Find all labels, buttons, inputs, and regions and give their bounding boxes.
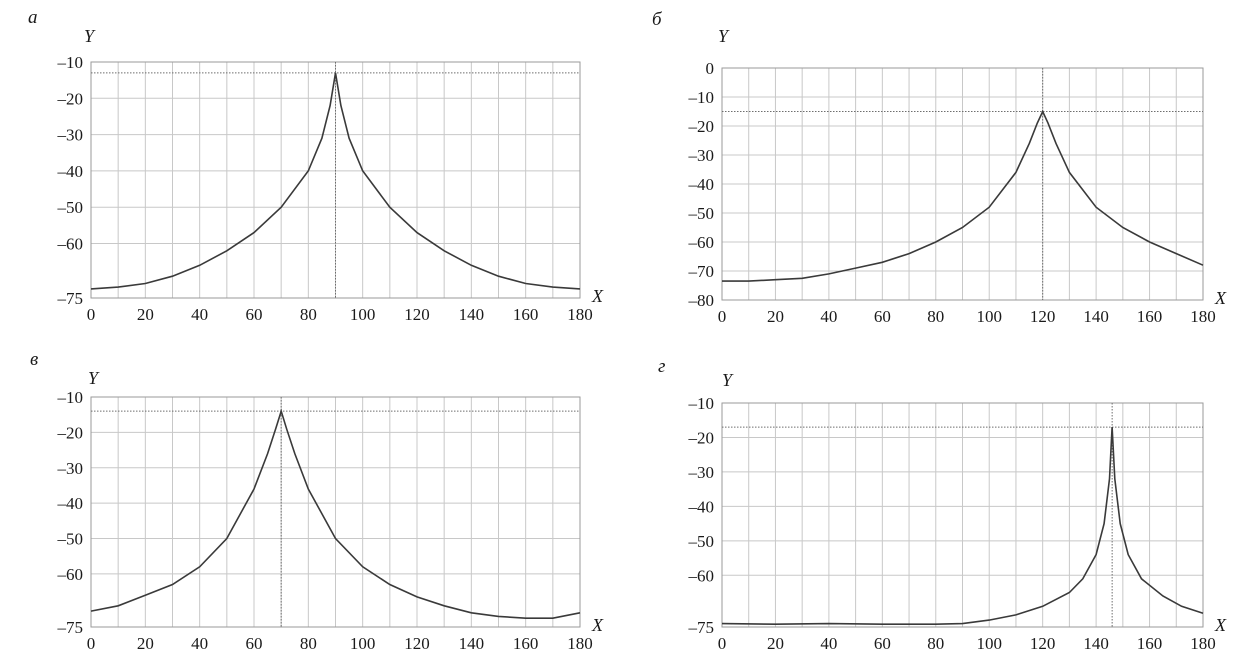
plot-frame	[721, 67, 1204, 301]
x-tick-label: 140	[1083, 634, 1109, 653]
x-tick-label: 40	[191, 634, 208, 653]
y-tick-label: –60	[57, 235, 84, 254]
x-tick-label: 100	[350, 305, 376, 324]
x-tick-label: 100	[976, 307, 1002, 326]
x-tick-label: 140	[1083, 307, 1109, 326]
x-tick-label: 160	[1137, 307, 1163, 326]
series-line	[721, 427, 1204, 626]
y-tick-label: –30	[688, 146, 715, 165]
x-tick-label: 20	[767, 307, 784, 326]
y-tick-label: –75	[57, 618, 84, 637]
chart-panel: 0 20 40 60 80 100 120 140 160 180 –10 –20 –30 –40 –50 –…	[658, 356, 1227, 653]
y-tick-label: –80	[688, 291, 715, 310]
y-tick-label: –10	[57, 53, 84, 72]
y-tick-label: –60	[57, 565, 84, 584]
y-tick-label: –60	[688, 566, 715, 585]
x-tick-label: 40	[820, 307, 837, 326]
y-tick-label: –20	[688, 117, 715, 136]
y-axis-label: Y	[722, 370, 734, 390]
panel-label: б	[652, 9, 663, 30]
panel-label: а	[28, 7, 38, 28]
x-tick-label: 20	[767, 634, 784, 653]
x-axis-label: X	[1214, 288, 1227, 308]
x-tick-label: 20	[137, 634, 154, 653]
y-tick-label: –40	[57, 494, 84, 513]
x-tick-label: 80	[927, 307, 944, 326]
y-tick-label: –40	[688, 497, 715, 516]
y-tick-label: –50	[688, 532, 715, 551]
x-tick-label: 100	[976, 634, 1002, 653]
x-tick-label: 0	[87, 305, 96, 324]
y-tick-label: –50	[57, 530, 84, 549]
y-tick-label: –30	[57, 126, 84, 145]
series-line	[90, 408, 581, 619]
y-tick-label: 0	[706, 59, 715, 78]
panel-label: г	[658, 356, 665, 377]
x-tick-label: 140	[459, 634, 485, 653]
y-tick-label: –50	[688, 204, 715, 223]
x-tick-label: 60	[874, 307, 891, 326]
x-tick-label: 180	[1190, 634, 1216, 653]
x-tick-label: 160	[513, 305, 539, 324]
x-tick-label: 60	[246, 634, 263, 653]
x-axis-label: X	[1214, 615, 1227, 635]
y-tick-label: –60	[688, 233, 715, 252]
y-tick-label: –75	[57, 289, 84, 308]
plot-frame	[721, 402, 1204, 628]
x-tick-label: 160	[1137, 634, 1163, 653]
x-tick-label: 120	[404, 305, 430, 324]
y-tick-label: –30	[57, 459, 84, 478]
x-tick-label: 0	[718, 307, 727, 326]
y-tick-label: –20	[57, 423, 84, 442]
chart-panel: 0 20 40 60 80 100 120 140 160 180 –10 –20 –30 –40 –50 –…	[28, 7, 604, 324]
x-tick-label: 120	[1030, 307, 1056, 326]
plot-frame	[90, 396, 581, 628]
chart-panel: 0 20 40 60 80 100 120 140 160 180 0 –10 –20 –30 –40 –50…	[652, 9, 1227, 326]
x-axis-label: X	[591, 286, 604, 306]
x-tick-label: 80	[300, 634, 317, 653]
x-tick-label: 40	[820, 634, 837, 653]
y-tick-label: –50	[57, 198, 84, 217]
x-tick-label: 140	[459, 305, 485, 324]
x-tick-label: 20	[137, 305, 154, 324]
x-tick-label: 0	[87, 634, 96, 653]
y-tick-label: –70	[688, 262, 715, 281]
x-tick-label: 100	[350, 634, 376, 653]
x-tick-label: 0	[718, 634, 727, 653]
y-tick-label: –10	[688, 394, 715, 413]
y-tick-label: –10	[688, 88, 715, 107]
y-axis-label: Y	[88, 368, 100, 388]
panel-label: в	[30, 349, 38, 370]
y-tick-label: –10	[57, 388, 84, 407]
x-tick-label: 40	[191, 305, 208, 324]
x-tick-label: 80	[300, 305, 317, 324]
x-tick-label: 180	[567, 305, 593, 324]
y-tick-label: –40	[688, 175, 715, 194]
x-tick-label: 180	[567, 634, 593, 653]
y-axis-label: Y	[718, 26, 730, 46]
series-line	[722, 109, 1204, 282]
chart-panel: 0 20 40 60 80 100 120 140 160 180 –10 –20 –30 –40 –50 –…	[30, 349, 604, 653]
x-tick-label: 60	[246, 305, 263, 324]
x-tick-label: 120	[1030, 634, 1056, 653]
y-axis-label: Y	[84, 26, 96, 46]
y-tick-label: –75	[688, 618, 715, 637]
y-tick-label: –30	[688, 463, 715, 482]
x-tick-label: 60	[874, 634, 891, 653]
x-tick-label: 180	[1190, 307, 1216, 326]
x-tick-label: 120	[404, 634, 430, 653]
x-tick-label: 160	[513, 634, 539, 653]
y-tick-label: –40	[57, 162, 84, 181]
x-tick-label: 80	[927, 634, 944, 653]
y-tick-label: –20	[688, 428, 715, 447]
x-axis-label: X	[591, 615, 604, 635]
y-tick-label: –20	[57, 89, 84, 108]
series-line	[90, 72, 581, 290]
